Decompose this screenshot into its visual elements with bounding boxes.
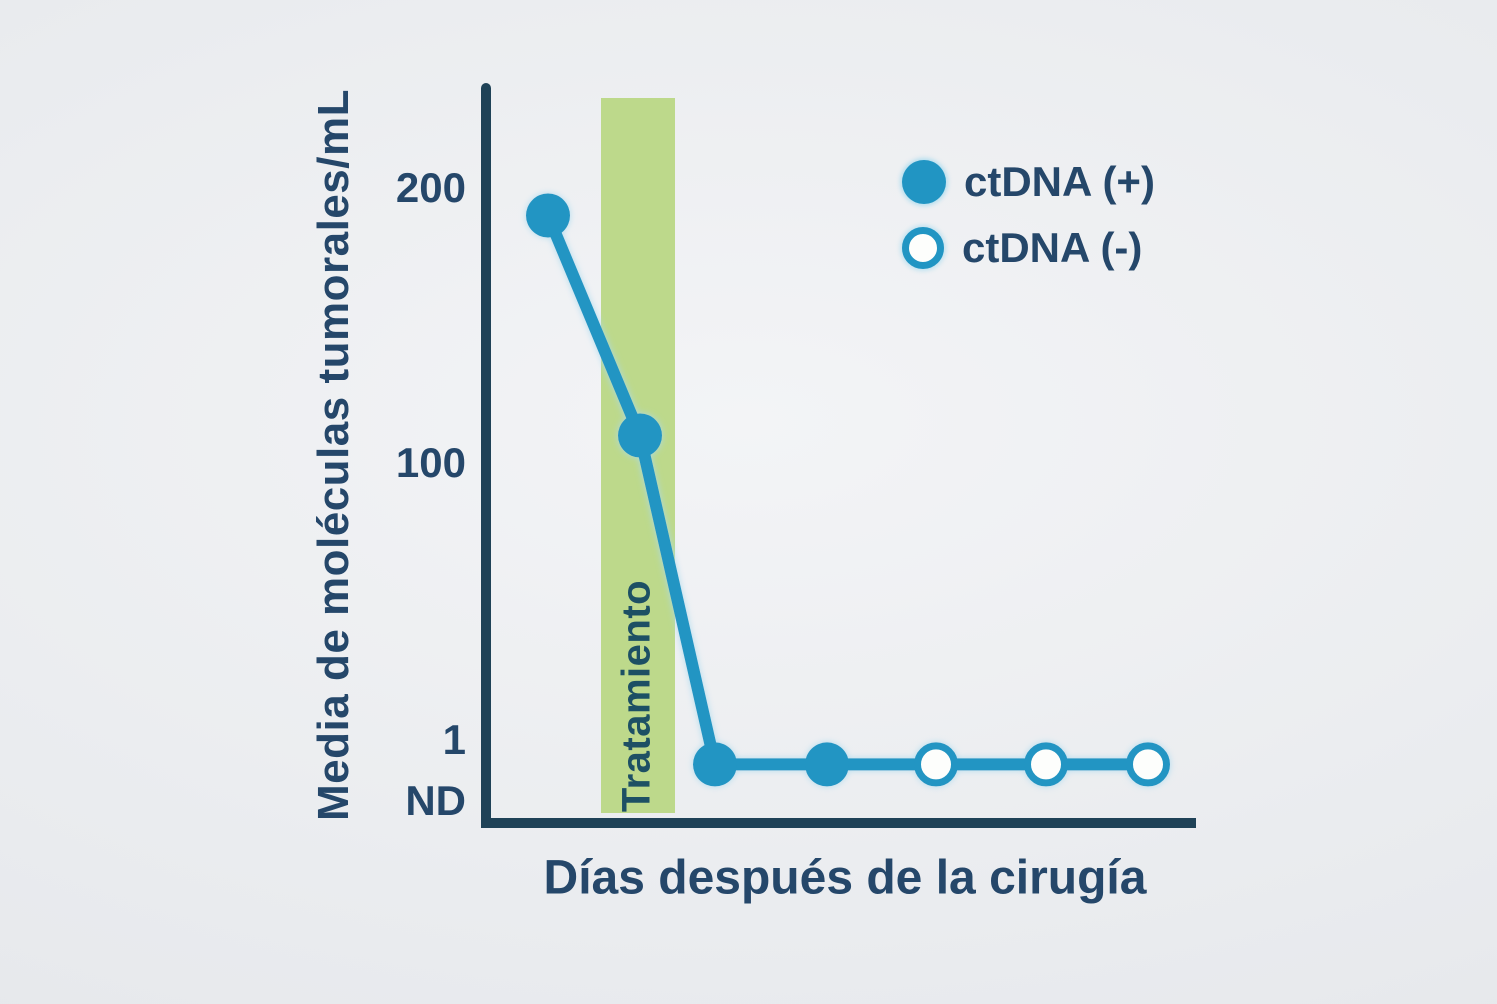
data-point-6-ctdna-negative (1024, 742, 1068, 787)
legend-label-ctdna-positive: ctDNA (+) (964, 158, 1155, 205)
legend-row-ctdna-positive: ctDNA (+) (902, 158, 1155, 205)
y-tick-200: 200 (395, 164, 466, 211)
y-tick-100: 100 (395, 439, 466, 486)
ctdna-positive-marker-icon (902, 160, 946, 204)
ctdna-negative-marker-icon (902, 227, 944, 269)
data-point-5-ctdna-negative (914, 742, 958, 787)
treatment-band-label: Tratamiento (614, 579, 659, 813)
legend-row-ctdna-negative: ctDNA (-) (902, 224, 1155, 271)
data-point-2-ctdna-positive (618, 413, 662, 458)
data-point-3-ctdna-positive (693, 742, 737, 787)
y-tick-nd: ND (405, 777, 466, 824)
legend-label-ctdna-negative: ctDNA (-) (962, 224, 1143, 271)
ctdna-series (526, 193, 1170, 787)
data-point-1-ctdna-positive (526, 193, 570, 238)
data-point-4-ctdna-positive (805, 742, 849, 787)
y-tick-1: 1 (442, 716, 466, 763)
data-point-7-ctdna-negative (1126, 742, 1170, 787)
legend: ctDNA (+) ctDNA (-) (902, 158, 1155, 271)
x-axis-title: Días después de la cirugía (543, 851, 1147, 905)
